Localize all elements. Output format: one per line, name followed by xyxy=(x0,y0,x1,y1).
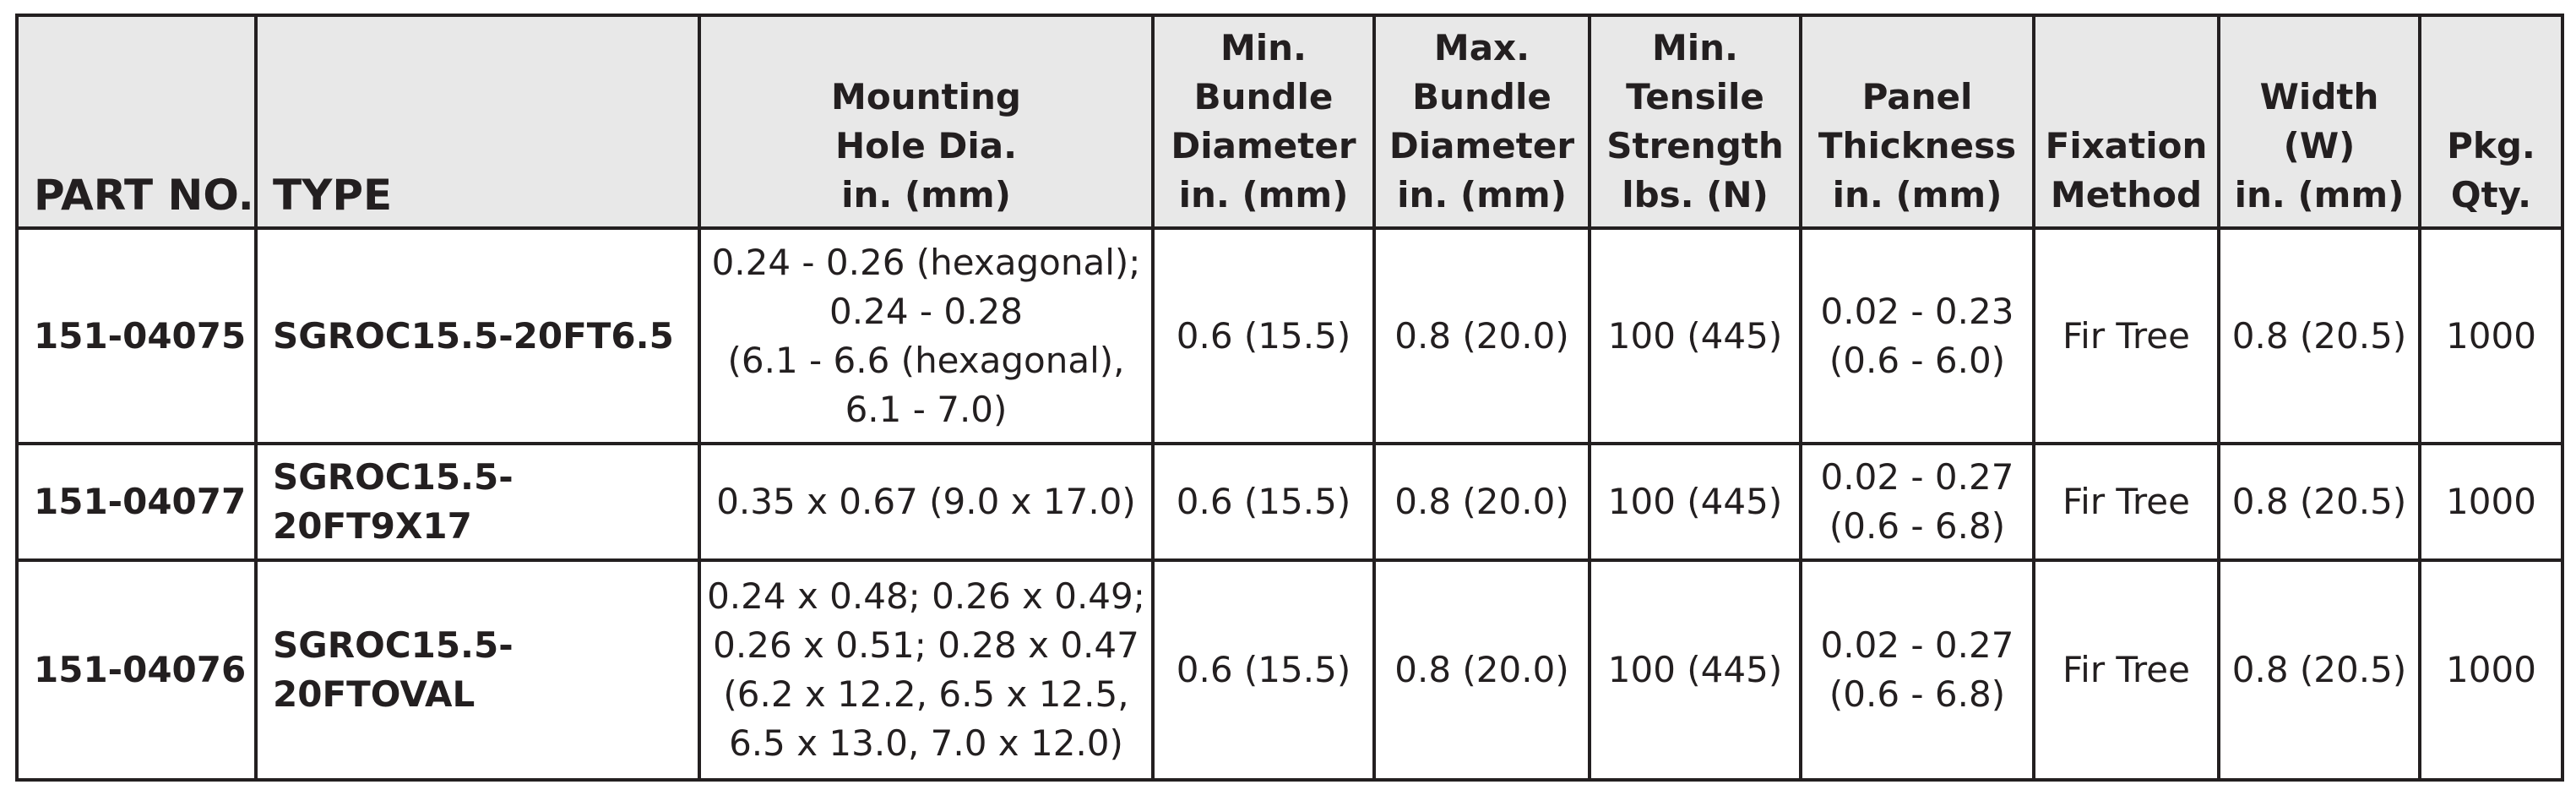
cell-mounting-hole: 0.24 - 0.26 (hexagonal); 0.24 - 0.28 (6.… xyxy=(698,226,1155,445)
header-min-bundle: Min. Bundle Diameter in. (mm) xyxy=(1151,14,1376,230)
cell-panel-thickness: 0.02 - 0.27 (0.6 - 6.8) xyxy=(1799,558,2035,782)
header-mounting-hole: Mounting Hole Dia. in. (mm) xyxy=(698,14,1155,230)
cell-max-bundle: 0.8 (20.0) xyxy=(1372,226,1591,445)
header-fixation: Fixation Method xyxy=(2032,14,2220,230)
cell-max-bundle: 0.8 (20.0) xyxy=(1372,558,1591,782)
cell-width: 0.8 (20.5) xyxy=(2217,226,2421,445)
cell-mounting-hole: 0.24 x 0.48; 0.26 x 0.49; 0.26 x 0.51; 0… xyxy=(698,558,1155,782)
cell-mounting-hole: 0.35 x 0.67 (9.0 x 17.0) xyxy=(698,442,1155,562)
table-row: 151-04075 SGROC15.5-20FT6.5 0.24 - 0.26 … xyxy=(15,226,2564,445)
cell-panel-thickness: 0.02 - 0.27 (0.6 - 6.8) xyxy=(1799,442,2035,562)
cell-fixation: Fir Tree xyxy=(2032,442,2220,562)
header-row: PART NO. TYPE Mounting Hole Dia. in. (mm… xyxy=(15,14,2564,230)
table-row: 151-04077 SGROC15.5-20FT9X17 0.35 x 0.67… xyxy=(15,442,2564,562)
cell-fixation: Fir Tree xyxy=(2032,558,2220,782)
header-type: TYPE xyxy=(254,14,701,230)
header-width: Width (W) in. (mm) xyxy=(2217,14,2421,230)
cell-pkg-qty: 1000 xyxy=(2418,558,2564,782)
cell-part-no: 151-04076 xyxy=(15,558,258,782)
cell-pkg-qty: 1000 xyxy=(2418,226,2564,445)
cell-fixation: Fir Tree xyxy=(2032,226,2220,445)
cell-type: SGROC15.5-20FT9X17 xyxy=(254,442,701,562)
header-max-bundle: Max. Bundle Diameter in. (mm) xyxy=(1372,14,1591,230)
cell-tensile: 100 (445) xyxy=(1588,558,1802,782)
header-part-no: PART NO. xyxy=(15,14,258,230)
header-tensile: Min. Tensile Strength lbs. (N) xyxy=(1588,14,1802,230)
cell-min-bundle: 0.6 (15.5) xyxy=(1151,442,1376,562)
cell-tensile: 100 (445) xyxy=(1588,226,1802,445)
cell-min-bundle: 0.6 (15.5) xyxy=(1151,558,1376,782)
cell-width: 0.8 (20.5) xyxy=(2217,558,2421,782)
cell-panel-thickness: 0.02 - 0.23 (0.6 - 6.0) xyxy=(1799,226,2035,445)
cell-pkg-qty: 1000 xyxy=(2418,442,2564,562)
cell-tensile: 100 (445) xyxy=(1588,442,1802,562)
cell-type: SGROC15.5-20FT6.5 xyxy=(254,226,701,445)
cell-width: 0.8 (20.5) xyxy=(2217,442,2421,562)
header-pkg-qty: Pkg. Qty. xyxy=(2418,14,2564,230)
header-panel-thickness: Panel Thickness in. (mm) xyxy=(1799,14,2035,230)
cell-part-no: 151-04077 xyxy=(15,442,258,562)
cell-part-no: 151-04075 xyxy=(15,226,258,445)
cell-type: SGROC15.5-20FTOVAL xyxy=(254,558,701,782)
spec-table: PART NO. TYPE Mounting Hole Dia. in. (mm… xyxy=(15,14,2564,782)
cell-min-bundle: 0.6 (15.5) xyxy=(1151,226,1376,445)
table-row: 151-04076 SGROC15.5-20FTOVAL 0.24 x 0.48… xyxy=(15,558,2564,782)
cell-max-bundle: 0.8 (20.0) xyxy=(1372,442,1591,562)
